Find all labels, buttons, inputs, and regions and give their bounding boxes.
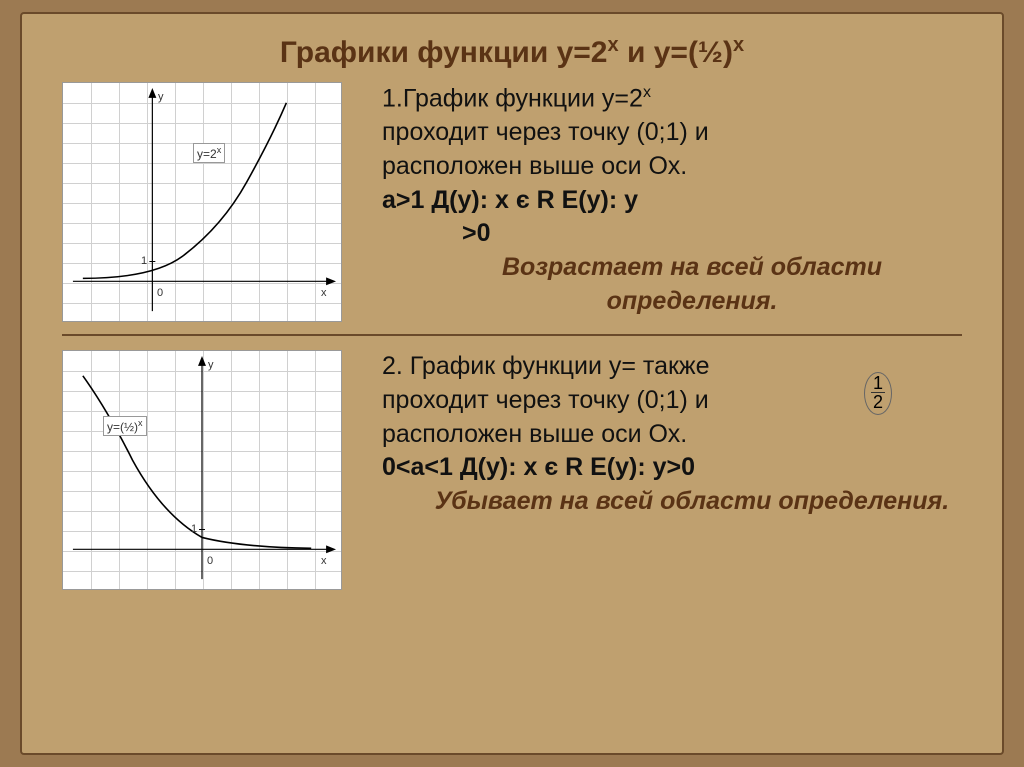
- chart1-xlabel: х: [321, 287, 327, 299]
- s1-p1: 1.График функции у=2х: [382, 82, 962, 116]
- s2-em: Убывает на всей области определения.: [382, 485, 962, 519]
- divider: [62, 334, 962, 336]
- chart-exp-decay: у х 1 0 у=(½)x: [62, 350, 342, 590]
- content: у х 1 0 у=2x 1.График функции у=2х прохо…: [22, 82, 1002, 600]
- s2-p4: 0<a<1 Д(у): х є R Е(у): у>0: [382, 451, 962, 485]
- chart2-one: 1: [191, 523, 197, 535]
- chart2-curve-label: у=(½)x: [103, 416, 147, 436]
- chart1-zero: 0: [157, 287, 163, 299]
- s1-em: Возрастает на всей области определения.: [382, 251, 962, 319]
- chart1-svg: [63, 83, 341, 321]
- chart2-ylabel: у: [208, 359, 214, 371]
- row-2: у х 1 0 у=(½)x 2. График функции у= такж…: [62, 350, 962, 590]
- chart1-curve-label: у=2x: [193, 143, 225, 163]
- s1-p3: расположен выше оси Ох.: [382, 150, 962, 184]
- s1-p2: проходит через точку (0;1) и: [382, 116, 962, 150]
- page-title: Графики функции у=2х и у=(½)х: [22, 14, 1002, 82]
- chart1-ylabel: у: [158, 91, 164, 103]
- chart2-zero: 0: [207, 555, 213, 567]
- s1-p4: а>1 Д(у): х є R Е(у): у: [382, 184, 962, 218]
- title-sup1: х: [608, 34, 619, 56]
- fraction-half: 1 2: [862, 382, 892, 425]
- slide: Графики функции у=2х и у=(½)х у х 1 0 у=…: [20, 12, 1004, 755]
- s1-p4b: >0: [382, 217, 962, 251]
- chart2-xlabel: х: [321, 555, 327, 567]
- title-prefix: Графики функции у=2: [280, 36, 608, 69]
- fraction-icon: 1 2: [864, 372, 892, 415]
- title-sup2: х: [733, 34, 744, 56]
- chart2-svg: [63, 351, 341, 589]
- row-1: у х 1 0 у=2x 1.График функции у=2х прохо…: [62, 82, 962, 322]
- chart1-one: 1: [141, 255, 147, 267]
- text-block-1: 1.График функции у=2х проходит через точ…: [382, 82, 962, 319]
- chart-exp-growth: у х 1 0 у=2x: [62, 82, 342, 322]
- title-mid: и у=(½): [619, 36, 733, 69]
